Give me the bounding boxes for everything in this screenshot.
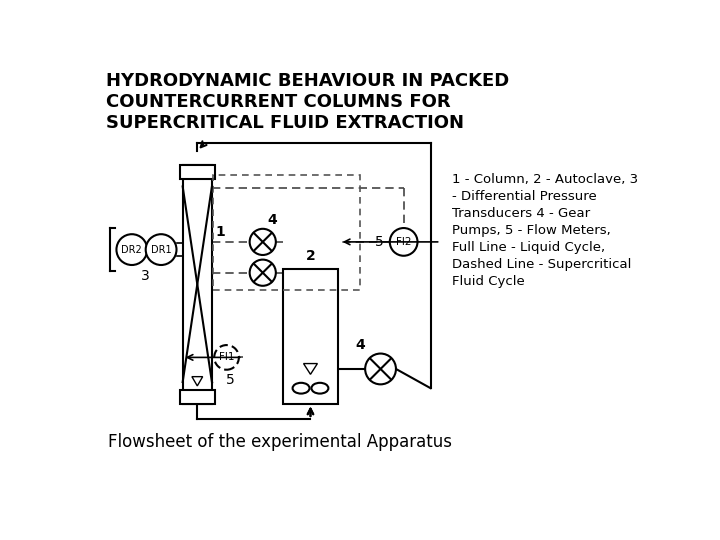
Circle shape [365, 354, 396, 384]
Bar [213, 175, 360, 289]
Bar [179, 390, 215, 403]
Circle shape [390, 228, 418, 256]
Bar [283, 269, 338, 403]
Text: 5: 5 [226, 373, 235, 387]
Text: HYDRODYNAMIC BEHAVIOUR IN PACKED
COUNTERCURRENT COLUMNS FOR
SUPERCRITICAL FLUID : HYDRODYNAMIC BEHAVIOUR IN PACKED COUNTER… [106, 72, 509, 132]
Text: FI2: FI2 [396, 237, 411, 247]
Bar [179, 165, 215, 179]
Text: 1 - Column, 2 - Autoclave, 3
- Differential Pressure
Transducers 4 - Gear
Pumps,: 1 - Column, 2 - Autoclave, 3 - Different… [452, 173, 639, 288]
Circle shape [145, 234, 176, 265]
Circle shape [215, 345, 239, 370]
Text: 4: 4 [356, 338, 366, 352]
Text: 2: 2 [305, 249, 315, 262]
Circle shape [117, 234, 148, 265]
Text: FI1: FI1 [219, 353, 234, 362]
Text: 1: 1 [216, 225, 225, 239]
Text: DR1: DR1 [150, 245, 171, 254]
Text: 3: 3 [141, 269, 150, 283]
Text: 5: 5 [375, 235, 384, 249]
Bar [183, 165, 212, 403]
Text: 4: 4 [267, 213, 277, 226]
Polygon shape [304, 363, 318, 374]
Circle shape [250, 229, 276, 255]
Text: Flowsheet of the experimental Apparatus: Flowsheet of the experimental Apparatus [109, 433, 452, 451]
Text: DR2: DR2 [122, 245, 143, 254]
Circle shape [250, 260, 276, 286]
Polygon shape [192, 377, 203, 386]
Ellipse shape [292, 383, 310, 394]
Ellipse shape [312, 383, 328, 394]
